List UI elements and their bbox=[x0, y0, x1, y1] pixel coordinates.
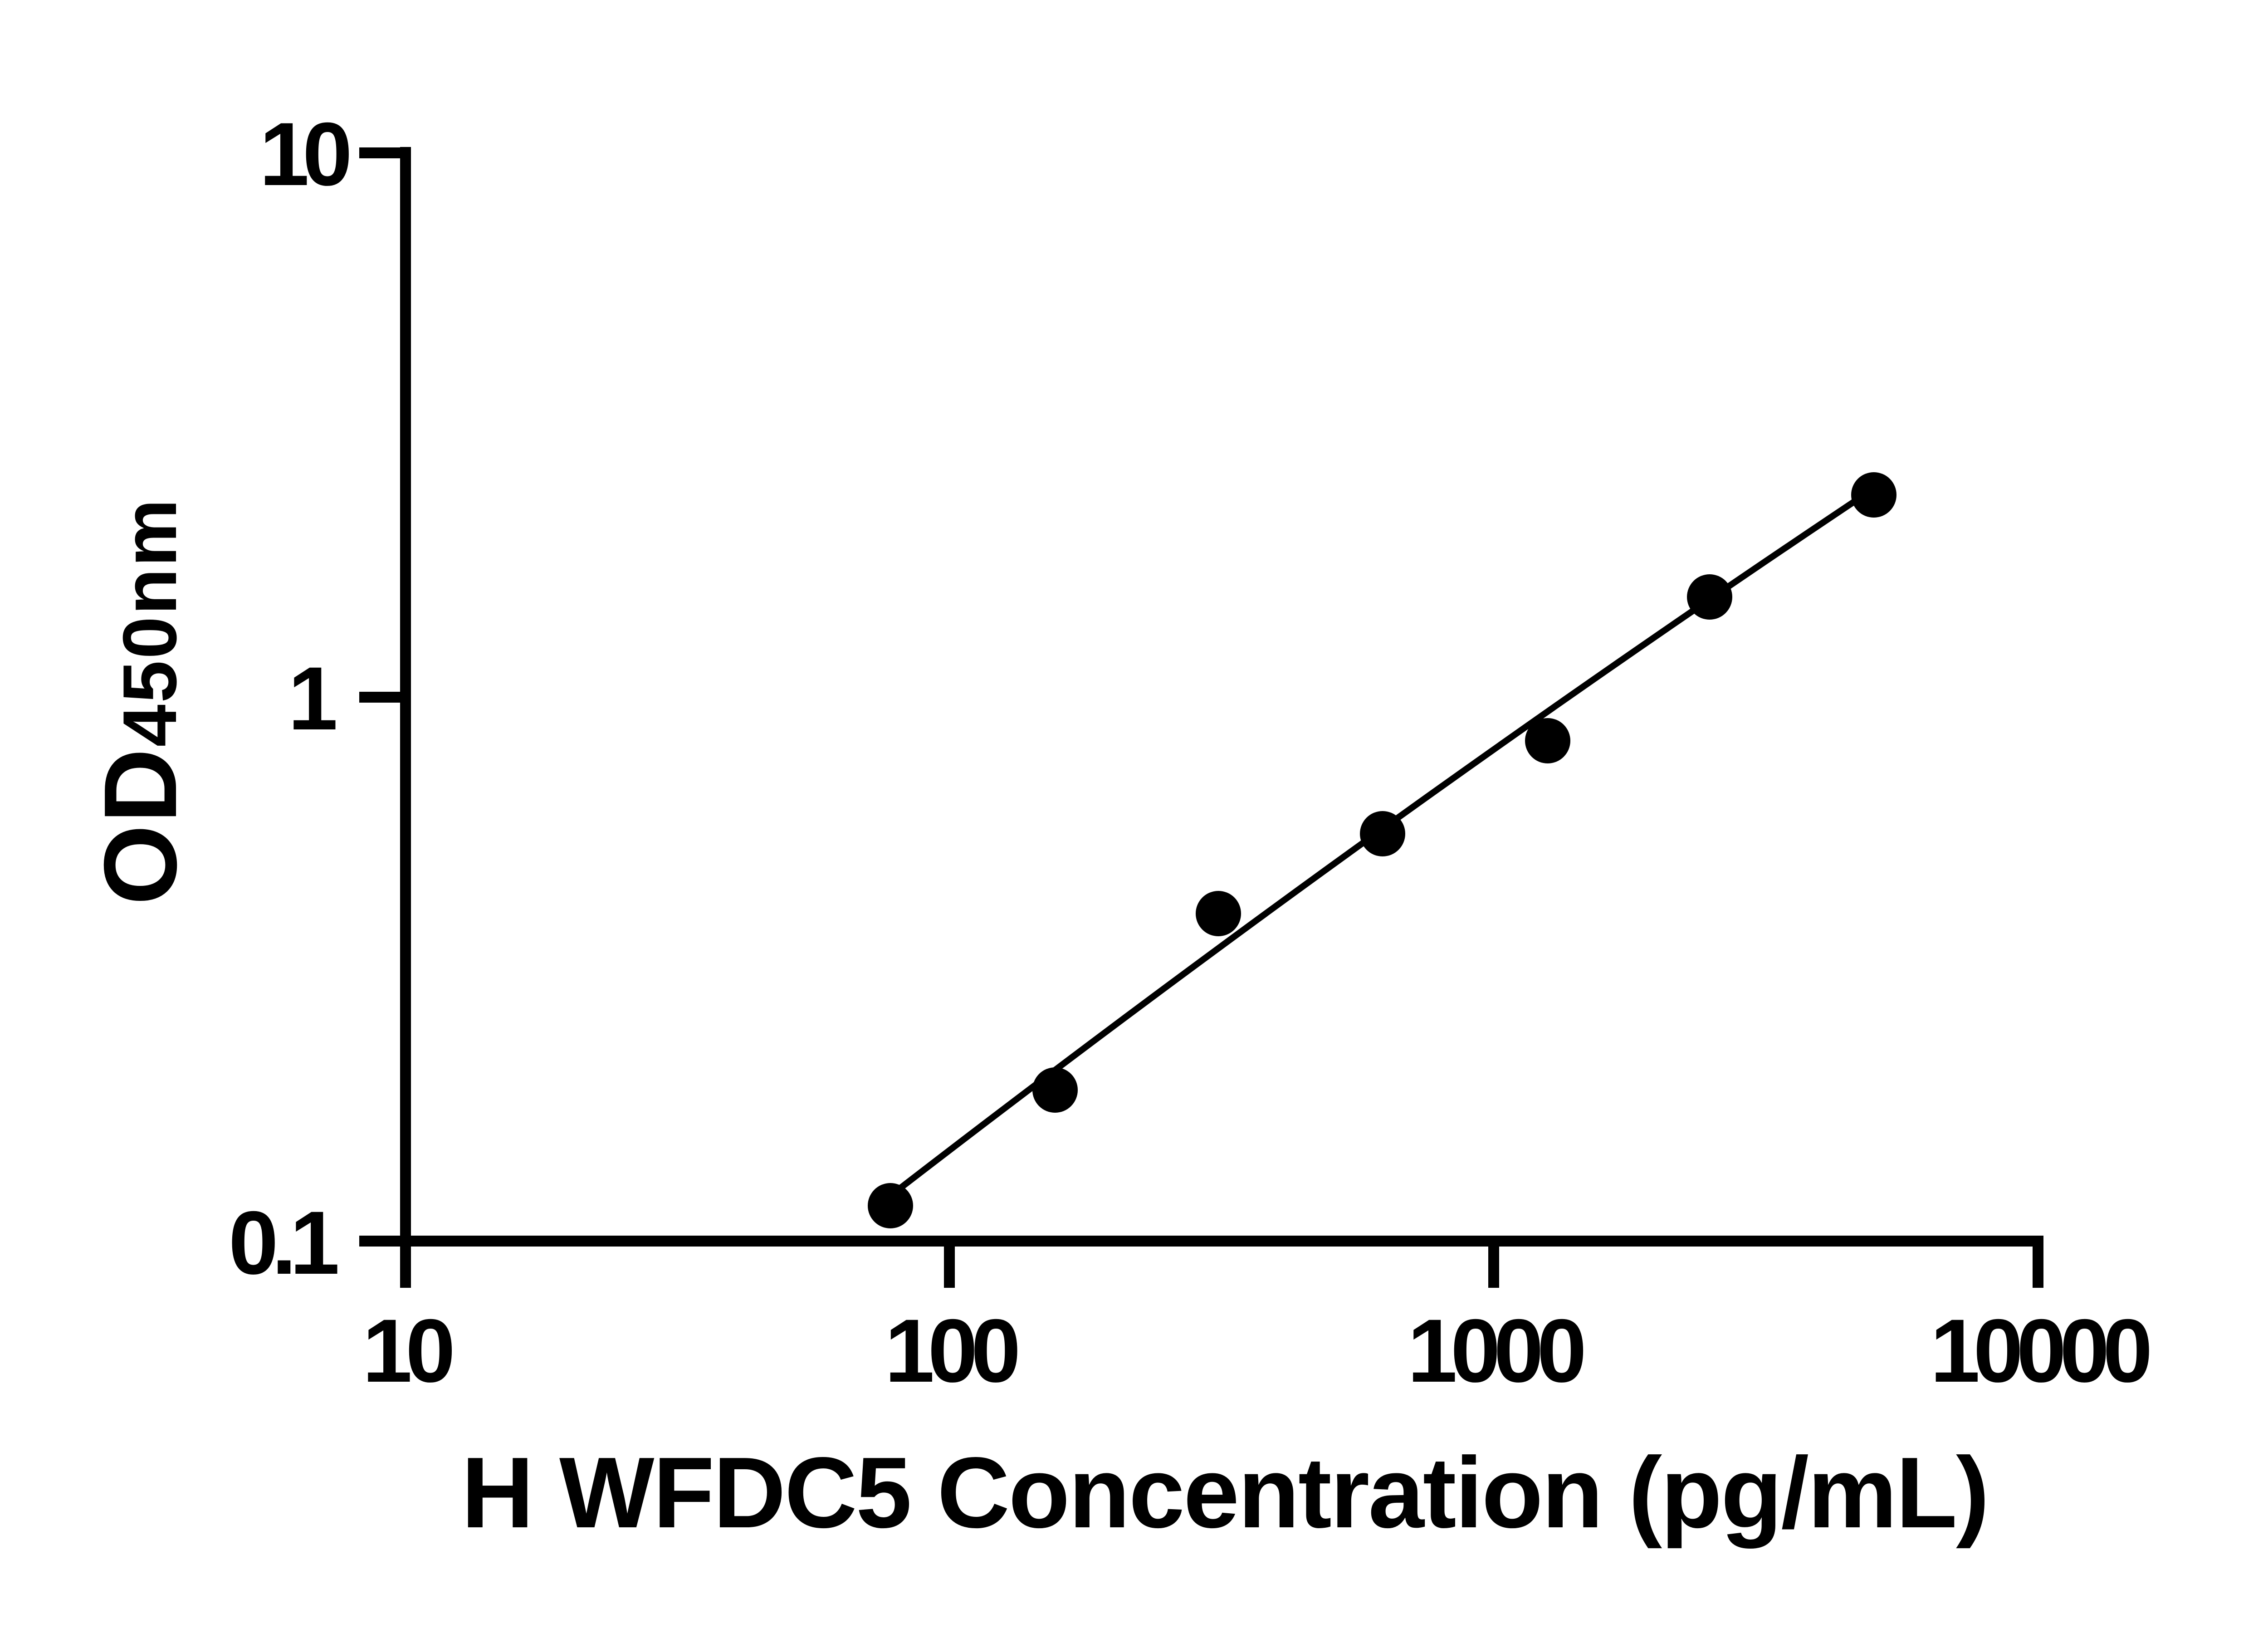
svg-text:10000: 10000 bbox=[1930, 1301, 2149, 1401]
svg-text:OD450nm: OD450nm bbox=[83, 498, 198, 905]
svg-text:0.1: 0.1 bbox=[229, 1193, 337, 1293]
svg-text:1: 1 bbox=[288, 648, 338, 748]
svg-text:100: 100 bbox=[885, 1301, 1017, 1401]
svg-text:H WFDC5 Concentration (pg/mL): H WFDC5 Concentration (pg/mL) bbox=[461, 1437, 1988, 1549]
svg-text:10: 10 bbox=[259, 104, 349, 204]
svg-text:10: 10 bbox=[362, 1301, 452, 1401]
svg-text:1000: 1000 bbox=[1408, 1301, 1583, 1401]
